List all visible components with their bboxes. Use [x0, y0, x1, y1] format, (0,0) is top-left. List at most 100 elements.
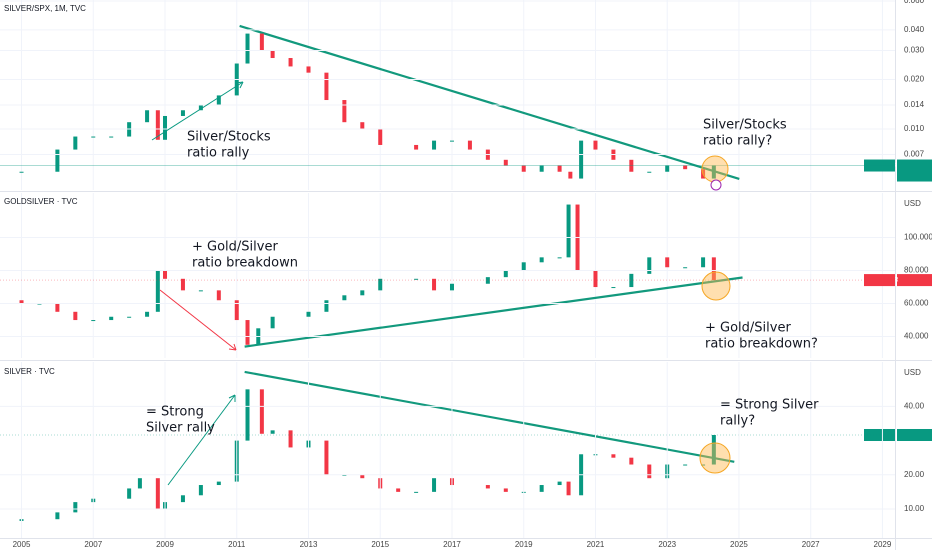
y-tick-label: 0.010 [904, 124, 925, 133]
candle [137, 478, 142, 489]
y-tick-label: 0.007 [904, 150, 925, 159]
candle [342, 295, 347, 301]
price-tag-bg [897, 274, 932, 287]
y-tick-label: 80.000 [904, 266, 929, 275]
pane-title: GOLDSILVER · TVC [4, 197, 78, 206]
annotation: ratio breakdown? [705, 337, 818, 352]
candle [306, 66, 311, 73]
candle [180, 110, 185, 116]
candle [155, 270, 160, 312]
candle [163, 115, 168, 140]
candle [414, 144, 419, 150]
x-tick-label: 2015 [371, 540, 389, 549]
y-tick-label: 60.000 [904, 299, 929, 308]
annotation: ratio breakdown [192, 256, 298, 271]
candle [432, 278, 437, 291]
candle [647, 171, 652, 173]
candle [360, 122, 365, 130]
annotation: + Gold/Silver [192, 240, 278, 255]
x-tick-label: 2017 [443, 540, 461, 549]
candle [55, 303, 60, 312]
candle [629, 457, 634, 465]
candle [259, 33, 264, 51]
candle [145, 110, 150, 123]
candle [485, 485, 490, 489]
candle [711, 165, 716, 179]
candle [611, 454, 616, 458]
candle [503, 488, 508, 492]
x-tick-label: 2007 [84, 540, 102, 549]
highlight-circle [701, 271, 731, 301]
candle [155, 478, 160, 509]
pane-title: SILVER/SPX, 1M, TVC [4, 4, 86, 13]
candle [557, 481, 562, 486]
candle [180, 278, 185, 291]
candle [342, 100, 347, 123]
candle [647, 257, 652, 274]
candle [611, 287, 616, 289]
candle [432, 140, 437, 150]
candle [701, 464, 706, 466]
candle [360, 474, 365, 479]
arrow-head [235, 81, 244, 89]
price-tag-name-bg [864, 428, 895, 441]
candle [467, 140, 472, 150]
x-tick-label: 2023 [658, 540, 676, 549]
arrow [151, 81, 244, 141]
candle [593, 270, 598, 288]
candle [557, 165, 562, 172]
candle [711, 434, 716, 465]
annotation: Silver/Stocks [703, 118, 787, 133]
annotation: Silver rally [146, 421, 215, 436]
x-tick-label: 2011 [228, 540, 246, 549]
event-icon[interactable] [710, 179, 722, 191]
annotation: = Strong [146, 405, 204, 420]
y-tick-label: 40.000 [904, 332, 929, 341]
candle [503, 159, 508, 166]
highlight-circle [701, 155, 729, 183]
candle [245, 389, 250, 441]
x-tick-label: 2025 [730, 540, 748, 549]
candle [234, 300, 239, 321]
candle [396, 488, 401, 492]
price-tag-name-bg [864, 274, 895, 287]
candle [432, 478, 437, 492]
candle [270, 50, 275, 59]
candle [73, 136, 78, 150]
price-tag-bg [897, 159, 932, 182]
y-tick-label: 100.000 [904, 233, 932, 242]
candle [521, 262, 526, 271]
unit-label: USD [904, 368, 921, 377]
highlight-circle [699, 442, 731, 474]
candle [324, 300, 329, 312]
y-tick-label: 0.060 [904, 0, 925, 5]
arrow-head [228, 343, 237, 351]
candle [270, 316, 275, 329]
candle [521, 165, 526, 172]
candle [109, 316, 114, 321]
candle [566, 481, 571, 496]
candle [503, 270, 508, 278]
pane-title: SILVER · TVC [4, 367, 55, 376]
candle [198, 290, 203, 292]
candle [180, 495, 185, 503]
candle [647, 464, 652, 479]
arrow [167, 394, 236, 486]
annotation: = Strong Silver [720, 398, 819, 413]
candle [288, 430, 293, 448]
candle [245, 33, 250, 64]
candle [683, 267, 688, 269]
candle [701, 257, 706, 268]
candle [665, 257, 670, 268]
arrow-head [228, 394, 236, 402]
arrow [159, 289, 237, 351]
candle [683, 464, 688, 466]
candle [539, 485, 544, 492]
candle [539, 165, 544, 172]
candle [198, 485, 203, 496]
y-tick-label: 0.014 [904, 100, 925, 109]
candle [360, 290, 365, 296]
candle [568, 171, 573, 179]
candle [55, 512, 60, 520]
